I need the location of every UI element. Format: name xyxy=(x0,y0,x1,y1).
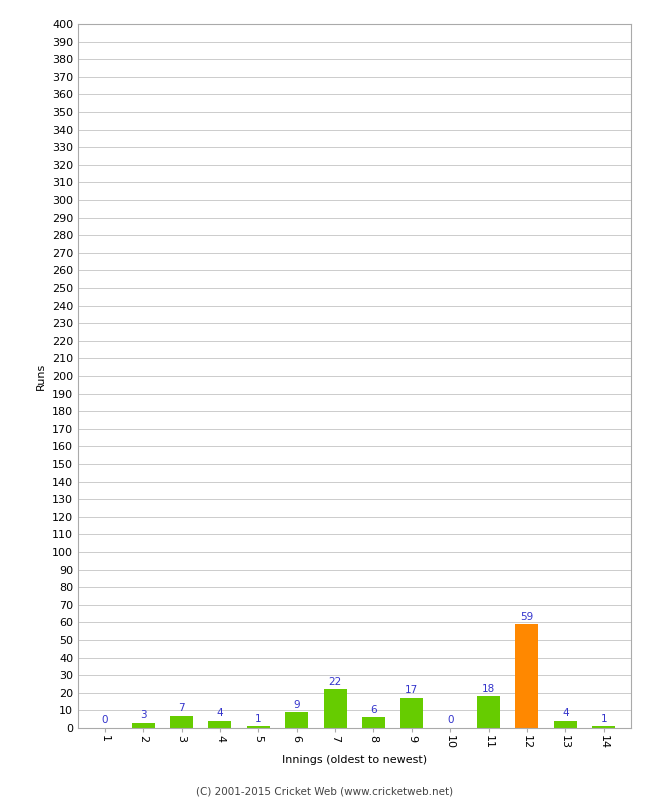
Bar xyxy=(170,716,193,728)
Text: 4: 4 xyxy=(216,708,223,718)
Text: 1: 1 xyxy=(601,714,607,724)
Bar xyxy=(477,696,500,728)
Text: 3: 3 xyxy=(140,710,146,720)
Bar xyxy=(247,726,270,728)
Text: 0: 0 xyxy=(101,715,108,726)
Text: 59: 59 xyxy=(520,611,534,622)
Text: 9: 9 xyxy=(293,699,300,710)
Bar xyxy=(362,718,385,728)
Text: 17: 17 xyxy=(405,686,419,695)
Text: 18: 18 xyxy=(482,684,495,694)
Y-axis label: Runs: Runs xyxy=(36,362,46,390)
Bar xyxy=(132,722,155,728)
Bar xyxy=(285,712,308,728)
Text: 22: 22 xyxy=(328,677,342,686)
Text: (C) 2001-2015 Cricket Web (www.cricketweb.net): (C) 2001-2015 Cricket Web (www.cricketwe… xyxy=(196,786,454,796)
Bar xyxy=(554,721,577,728)
X-axis label: Innings (oldest to newest): Innings (oldest to newest) xyxy=(281,754,427,765)
Text: 1: 1 xyxy=(255,714,262,724)
Bar xyxy=(400,698,423,728)
Bar xyxy=(324,690,346,728)
Text: 6: 6 xyxy=(370,705,377,715)
Text: 4: 4 xyxy=(562,708,569,718)
Text: 0: 0 xyxy=(447,715,454,726)
Bar xyxy=(209,721,231,728)
Text: 7: 7 xyxy=(178,703,185,713)
Bar xyxy=(515,624,538,728)
Bar xyxy=(592,726,615,728)
